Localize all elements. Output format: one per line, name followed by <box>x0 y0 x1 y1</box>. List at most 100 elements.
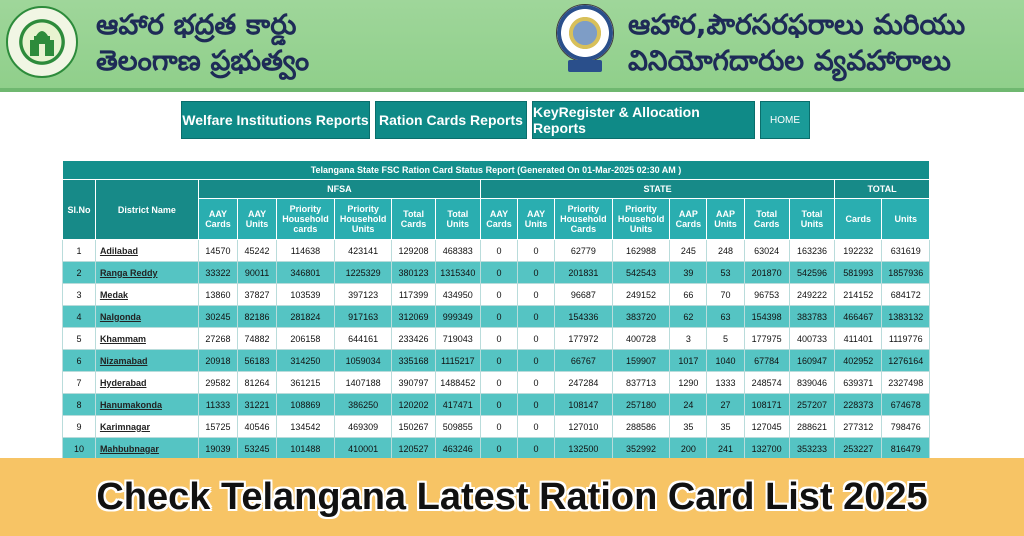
cell-value: 581993 <box>834 261 883 284</box>
emblem-ribbon-icon <box>568 60 602 72</box>
nav-keyregister-reports[interactable]: KeyRegister & Allocation Reports <box>532 101 755 139</box>
cell-value: 253227 <box>834 437 883 460</box>
cell-value: 117399 <box>391 283 436 306</box>
cell-value: 400733 <box>788 327 836 350</box>
nav-ration-card-reports[interactable]: Ration Cards Reports <box>375 101 527 139</box>
cell-value: 249222 <box>788 283 836 306</box>
col-header-slno: Sl.No <box>62 179 96 240</box>
cell-value: 70 <box>706 283 745 306</box>
cell-value: 390797 <box>391 371 436 394</box>
dept-title-right-line1: ఆహార,పౌరసరఫరాలు మరియు <box>628 8 966 41</box>
nav-home[interactable]: HOME <box>760 101 810 139</box>
district-link[interactable]: Ranga Reddy <box>94 261 199 284</box>
col-header-sub: AAY Units <box>517 198 556 240</box>
cell-value: 56183 <box>236 349 278 372</box>
cell-value: 24 <box>669 393 708 416</box>
cell-value: 0 <box>479 371 519 394</box>
cell-value: 0 <box>479 327 519 350</box>
cell-value: 27268 <box>197 327 239 350</box>
cell-value: 0 <box>517 261 556 284</box>
ration-card-status-table: Telangana State FSC Ration Card Status R… <box>62 160 930 460</box>
cell-value: 150267 <box>391 415 436 438</box>
cell-value: 160947 <box>788 349 836 372</box>
cell-value: 200 <box>669 437 708 460</box>
cell-value: 248 <box>706 239 745 262</box>
col-header-sub: Priority Household Units <box>333 198 393 240</box>
cell-slno: 3 <box>62 283 96 306</box>
cell-value: 96753 <box>743 283 790 306</box>
cell-value: 33322 <box>197 261 239 284</box>
cell-value: 509855 <box>434 415 481 438</box>
cell-value: 120202 <box>391 393 436 416</box>
dept-title-left-line1: ఆహార భద్రత కార్డు <box>96 8 297 41</box>
cell-value: 30245 <box>197 305 239 328</box>
cell-value: 277312 <box>834 415 883 438</box>
col-header-sub: Total Cards <box>391 198 436 240</box>
cell-value: 0 <box>517 305 556 328</box>
cell-value: 288586 <box>611 415 671 438</box>
cell-slno: 1 <box>62 239 96 262</box>
table-caption: Telangana State FSC Ration Card Status R… <box>62 160 930 180</box>
cell-value: 639371 <box>834 371 883 394</box>
district-link[interactable]: Nalgonda <box>94 305 199 328</box>
cell-value: 816479 <box>881 437 930 460</box>
cell-value: 798476 <box>881 415 930 438</box>
district-link[interactable]: Karimnagar <box>94 415 199 438</box>
cell-value: 312069 <box>391 305 436 328</box>
district-link[interactable]: Adilabad <box>94 239 199 262</box>
cell-value: 257180 <box>611 393 671 416</box>
cell-value: 114638 <box>276 239 335 262</box>
cell-value: 1059034 <box>333 349 393 372</box>
cell-value: 66767 <box>554 349 613 372</box>
cell-value: 352992 <box>611 437 671 460</box>
promo-banner: Check Telangana Latest Ration Card List … <box>0 458 1024 536</box>
group-header-nfsa: NFSA <box>197 179 481 199</box>
cell-value: 0 <box>479 437 519 460</box>
district-link[interactable]: Hyderabad <box>94 371 199 394</box>
cell-value: 314250 <box>276 349 335 372</box>
cell-value: 134542 <box>276 415 335 438</box>
col-header-sub: Units <box>881 198 930 240</box>
cell-value: 82186 <box>236 305 278 328</box>
cell-value: 31221 <box>236 393 278 416</box>
dept-title-right-line2: వినియోగదారుల వ్యవహారాలు <box>628 44 951 77</box>
table-row: 2 Ranga Reddy 33322 90011 346801 1225329 38012… <box>62 261 930 284</box>
district-link[interactable]: Khammam <box>94 327 199 350</box>
cell-value: 0 <box>517 283 556 306</box>
cell-value: 5 <box>706 327 745 350</box>
dept-title-left-line2: తెలంగాణ ప్రభుత్వం <box>96 44 310 77</box>
cell-value: 245 <box>669 239 708 262</box>
cell-value: 257207 <box>788 393 836 416</box>
cell-value: 101488 <box>276 437 335 460</box>
cell-value: 0 <box>479 349 519 372</box>
cell-value: 27 <box>706 393 745 416</box>
cell-value: 397123 <box>333 283 393 306</box>
cell-value: 837713 <box>611 371 671 394</box>
cell-value: 13860 <box>197 283 239 306</box>
cell-value: 132700 <box>743 437 790 460</box>
district-link[interactable]: Hanumakonda <box>94 393 199 416</box>
cell-value: 120527 <box>391 437 436 460</box>
district-link[interactable]: Mahbubnagar <box>94 437 199 460</box>
cell-value: 201870 <box>743 261 790 284</box>
cell-slno: 10 <box>62 437 96 460</box>
district-link[interactable]: Nizamabad <box>94 349 199 372</box>
cell-value: 35 <box>669 415 708 438</box>
cell-value: 67784 <box>743 349 790 372</box>
cell-value: 74882 <box>236 327 278 350</box>
cell-value: 0 <box>517 349 556 372</box>
sub-header-row: AAY Cards AAY Units Priority Household car… <box>63 198 930 240</box>
cell-value: 1383132 <box>881 305 930 328</box>
district-link[interactable]: Medak <box>94 283 199 306</box>
telangana-emblem-icon <box>6 6 78 78</box>
cell-value: 0 <box>517 371 556 394</box>
cell-value: 90011 <box>236 261 278 284</box>
cell-value: 0 <box>479 283 519 306</box>
cell-value: 233426 <box>391 327 436 350</box>
cell-value: 39 <box>669 261 708 284</box>
cell-value: 463246 <box>434 437 481 460</box>
table-row: 8 Hanumakonda 11333 31221 108869 386250 120202… <box>62 393 930 416</box>
cell-value: 0 <box>517 437 556 460</box>
nav-welfare-reports[interactable]: Welfare Institutions Reports <box>181 101 370 139</box>
col-header-sub: AAY Cards <box>197 198 239 240</box>
